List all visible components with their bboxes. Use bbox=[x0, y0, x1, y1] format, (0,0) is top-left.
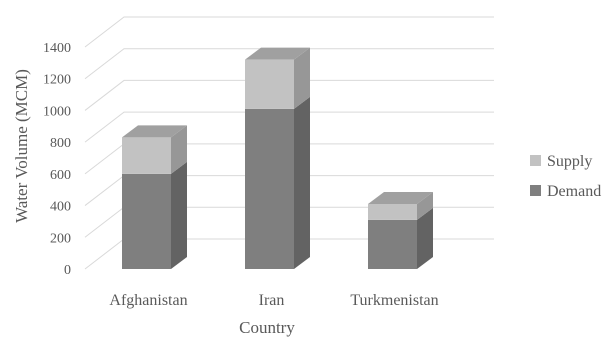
legend: Supply Demand bbox=[530, 153, 601, 200]
bar-supply bbox=[122, 137, 171, 174]
bar-stack-iran bbox=[245, 47, 310, 269]
gridline bbox=[84, 111, 494, 143]
bar-side-supply bbox=[294, 47, 310, 109]
gridline bbox=[84, 48, 494, 80]
bar-top-supply bbox=[368, 191, 433, 204]
y-tick-label: 600 bbox=[50, 168, 71, 183]
x-axis-title: Country bbox=[239, 318, 295, 337]
bar-side-demand bbox=[171, 161, 187, 269]
bar-side-demand bbox=[417, 207, 433, 269]
bar-demand bbox=[122, 173, 171, 269]
x-axis-ticks: Afghanistan Iran Turkmenistan bbox=[109, 292, 438, 309]
bar-supply bbox=[368, 203, 417, 220]
bar-demand bbox=[245, 108, 294, 269]
x-tick-label: Afghanistan bbox=[109, 292, 187, 309]
y-axis-ticks: 0 200 400 600 800 1000 1200 1400 bbox=[43, 41, 71, 278]
gridline bbox=[84, 79, 494, 111]
legend-swatch-demand bbox=[530, 185, 541, 196]
y-axis-title: Water Volume (MCM) bbox=[12, 69, 31, 223]
legend-label-supply: Supply bbox=[547, 153, 592, 170]
legend-swatch-supply bbox=[530, 155, 541, 166]
x-tick-label: Iran bbox=[259, 292, 285, 309]
y-tick-label: 1200 bbox=[43, 73, 71, 88]
bar-demand bbox=[368, 219, 417, 269]
bar-stack-afghanistan bbox=[122, 125, 187, 269]
y-tick-label: 1000 bbox=[43, 104, 71, 119]
bar-side-supply bbox=[417, 191, 433, 220]
bar-supply bbox=[245, 59, 294, 109]
bar-top-supply bbox=[245, 47, 310, 60]
y-tick-label: 400 bbox=[50, 200, 71, 215]
y-tick-label: 800 bbox=[50, 136, 71, 151]
bar-stack-turkmenistan bbox=[368, 191, 433, 269]
x-tick-label: Turkmenistan bbox=[350, 292, 438, 309]
bars bbox=[122, 47, 433, 269]
bar-side-demand bbox=[294, 96, 310, 269]
bar-side-supply bbox=[171, 125, 187, 174]
legend-label-demand: Demand bbox=[547, 183, 601, 200]
y-tick-label: 1400 bbox=[43, 41, 71, 56]
bar-top-supply bbox=[122, 125, 187, 138]
y-tick-label: 0 bbox=[64, 263, 71, 278]
gridline bbox=[84, 16, 494, 48]
y-tick-label: 200 bbox=[50, 231, 71, 246]
